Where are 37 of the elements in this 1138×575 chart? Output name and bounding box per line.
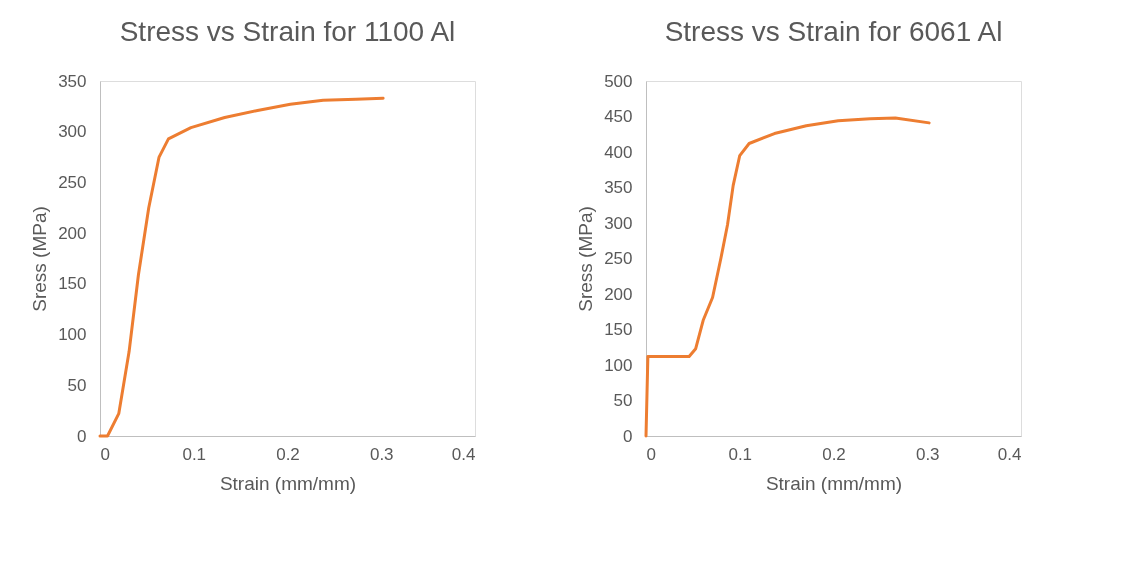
y-axis-title: Sress (MPa) xyxy=(575,206,597,312)
x-tick-label: 0.3 xyxy=(369,444,394,464)
y-tick-label: 150 xyxy=(604,320,633,339)
chart-title: Stress vs Strain for 6061 Al xyxy=(664,16,1003,47)
x-axis-title: Strain (mm/mm) xyxy=(765,472,903,494)
chart-title: Stress vs Strain for 1100 Al xyxy=(119,16,456,47)
y-tick-label: 50 xyxy=(613,391,633,410)
x-tick-label: 0.3 xyxy=(915,444,940,464)
line-series xyxy=(98,96,385,438)
y-tick-label: 100 xyxy=(58,325,87,345)
y-tick-label: 200 xyxy=(58,223,87,243)
y-tick-label: 500 xyxy=(604,71,633,91)
x-tick-label: 0.2 xyxy=(276,444,300,464)
x-tick-label: 0 xyxy=(100,444,110,464)
x-tick-label: 0.4 xyxy=(997,444,1022,464)
y-tick-label: 400 xyxy=(604,142,633,162)
y-tick-label: 450 xyxy=(604,107,633,126)
line-series xyxy=(644,116,931,438)
x-tick-label: 0.4 xyxy=(451,444,476,464)
y-tick-label: 0 xyxy=(623,426,633,446)
y-axis-title: Sress (MPa) xyxy=(29,206,51,312)
x-tick-label: 0.2 xyxy=(822,444,846,464)
y-tick-label: 250 xyxy=(604,249,633,268)
y-tick-label: 350 xyxy=(58,71,87,91)
x-tick-label: 0.1 xyxy=(728,444,753,464)
y-tick-label: 300 xyxy=(58,122,87,142)
y-tick-label: 150 xyxy=(58,274,87,294)
y-tick-label: 50 xyxy=(67,375,87,395)
y-tick-label: 0 xyxy=(77,426,87,446)
y-tick-label: 100 xyxy=(604,355,633,375)
y-tick-label: 250 xyxy=(58,172,87,192)
y-tick-label: 350 xyxy=(604,178,633,197)
y-tick-label: 300 xyxy=(604,213,633,233)
x-tick-label: 0.1 xyxy=(182,444,207,464)
y-tick-label: 200 xyxy=(604,284,633,304)
x-tick-label: 0 xyxy=(646,444,656,464)
x-axis-title: Strain (mm/mm) xyxy=(219,472,357,494)
